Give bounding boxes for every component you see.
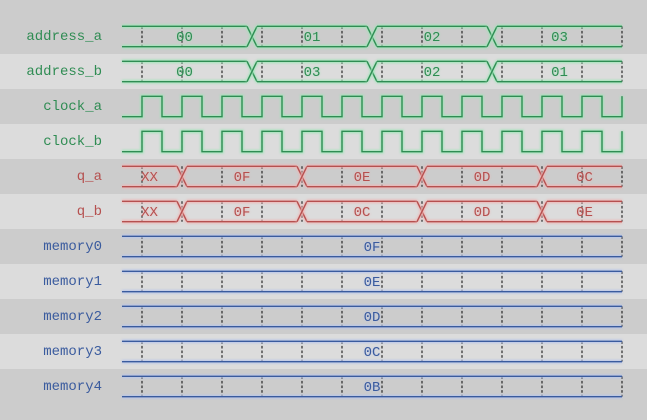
svg-text:0E: 0E — [364, 275, 381, 291]
svg-text:0C: 0C — [364, 345, 381, 361]
svg-text:0B: 0B — [364, 380, 381, 396]
svg-text:0D: 0D — [474, 205, 491, 221]
svg-text:XX: XX — [141, 205, 158, 221]
svg-text:0C: 0C — [354, 205, 371, 221]
svg-text:00: 00 — [176, 30, 193, 46]
svg-text:01: 01 — [551, 65, 568, 81]
svg-text:0C: 0C — [576, 170, 593, 186]
svg-text:0E: 0E — [576, 205, 593, 221]
svg-text:02: 02 — [424, 30, 441, 46]
svg-text:0F: 0F — [234, 205, 251, 221]
svg-text:02: 02 — [424, 65, 441, 81]
svg-text:0E: 0E — [354, 170, 371, 186]
svg-text:XX: XX — [141, 170, 158, 186]
svg-text:0D: 0D — [474, 170, 491, 186]
svg-text:03: 03 — [304, 65, 321, 81]
svg-text:03: 03 — [551, 30, 568, 46]
svg-text:01: 01 — [304, 30, 321, 46]
svg-text:0D: 0D — [364, 310, 381, 326]
svg-text:00: 00 — [176, 65, 193, 81]
svg-text:0F: 0F — [234, 170, 251, 186]
svg-text:0F: 0F — [364, 240, 381, 256]
